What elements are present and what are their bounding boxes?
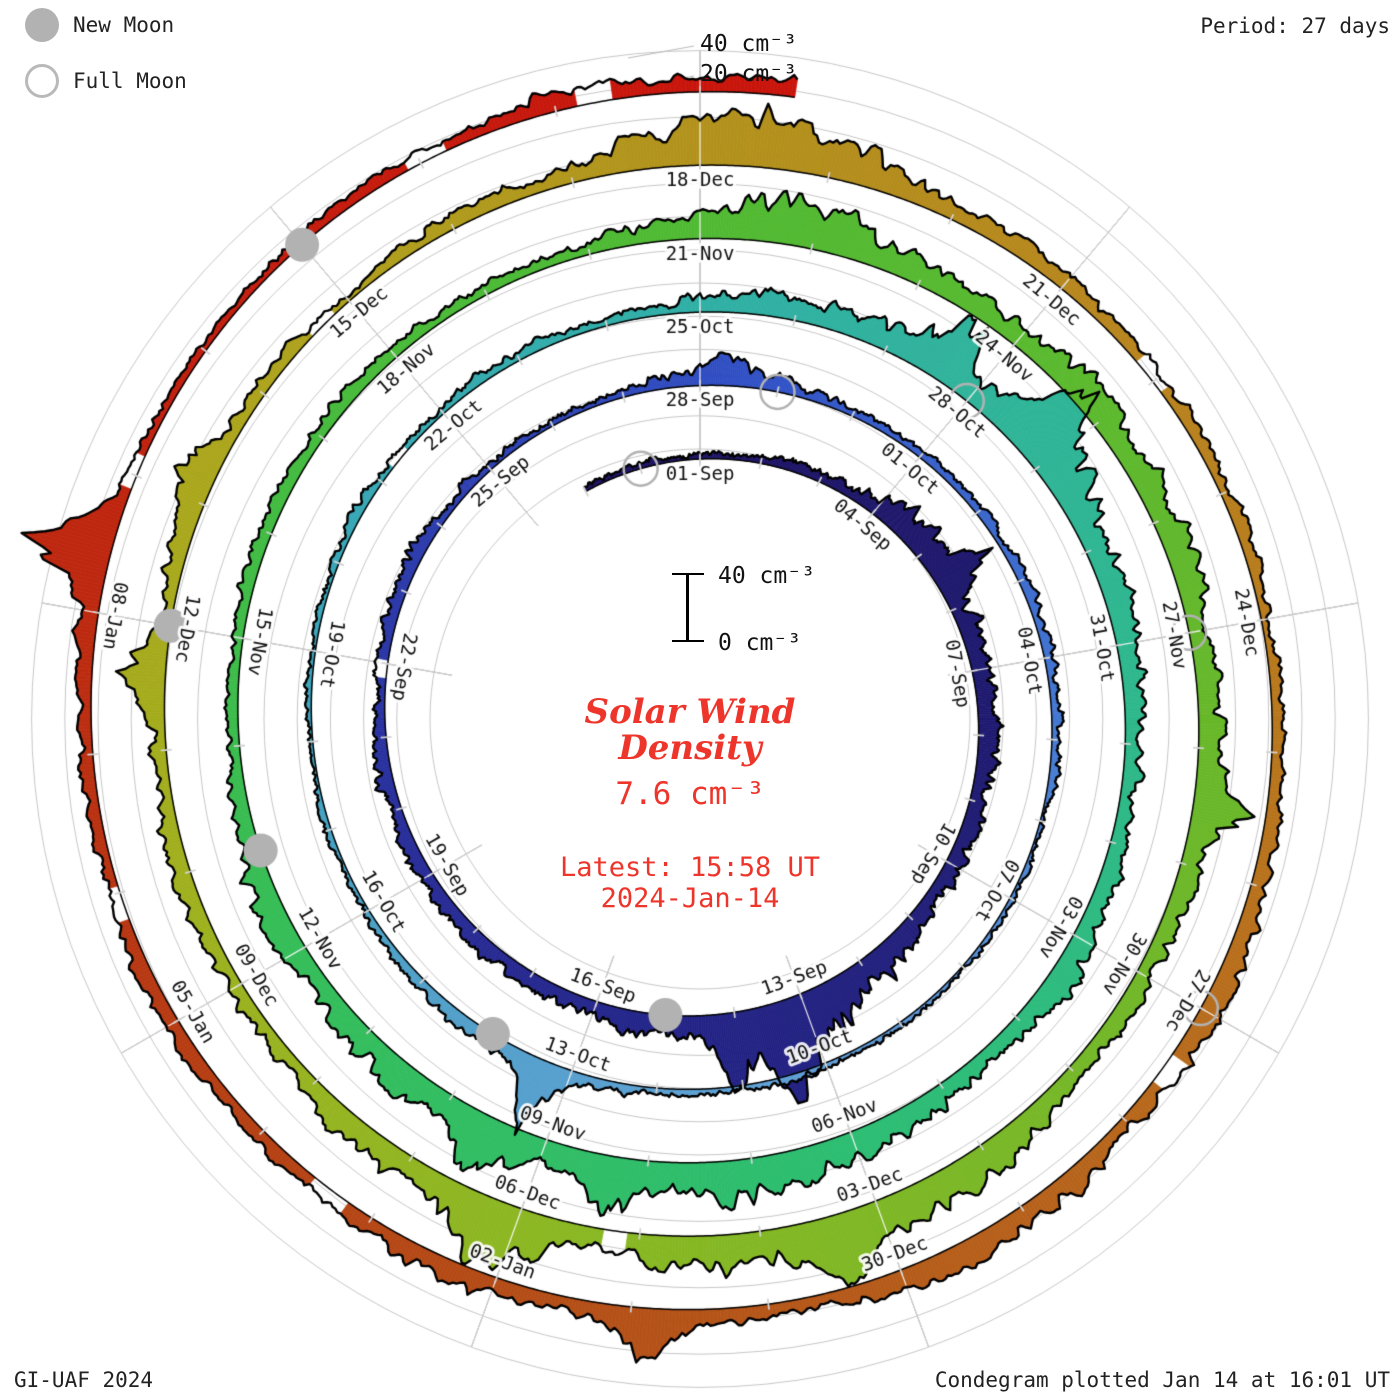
outer-scale-40-label: 40 cm⁻³: [700, 31, 797, 57]
latest-time-line: Latest: 15:58 UT: [559, 852, 821, 883]
center-text-block: Solar Wind Density 7.6 cm⁻³ Latest: 15:5…: [440, 694, 940, 914]
latest-date-line: 2024-Jan-14: [600, 883, 780, 914]
new-moon-icon: [25, 8, 59, 42]
legend-full-moon: Full Moon: [25, 64, 187, 98]
chart-title-line1: Solar Wind: [584, 692, 796, 732]
legend-new-moon-label: New Moon: [73, 13, 175, 37]
latest-density-value: 7.6 cm⁻³: [615, 776, 765, 812]
outer-scale-20-label: 20 cm⁻³: [700, 61, 797, 87]
scale-bar: [686, 574, 689, 640]
credit-label: GI-UAF 2024: [14, 1368, 154, 1392]
scale-bar-bottom-label: 0 cm⁻³: [718, 630, 802, 656]
chart-title-line2: Density: [618, 728, 762, 768]
scale-bar-top-cap: [672, 573, 704, 575]
plotted-timestamp-label: Condegram plotted Jan 14 at 16:01 UT: [934, 1368, 1390, 1392]
legend-full-moon-label: Full Moon: [73, 69, 187, 93]
period-label: Period: 27 days: [1200, 14, 1390, 38]
legend-new-moon: New Moon: [25, 8, 174, 42]
scale-bar-top-label: 40 cm⁻³: [718, 563, 815, 589]
scale-bar-bottom-cap: [672, 640, 704, 642]
full-moon-icon: [25, 64, 59, 98]
